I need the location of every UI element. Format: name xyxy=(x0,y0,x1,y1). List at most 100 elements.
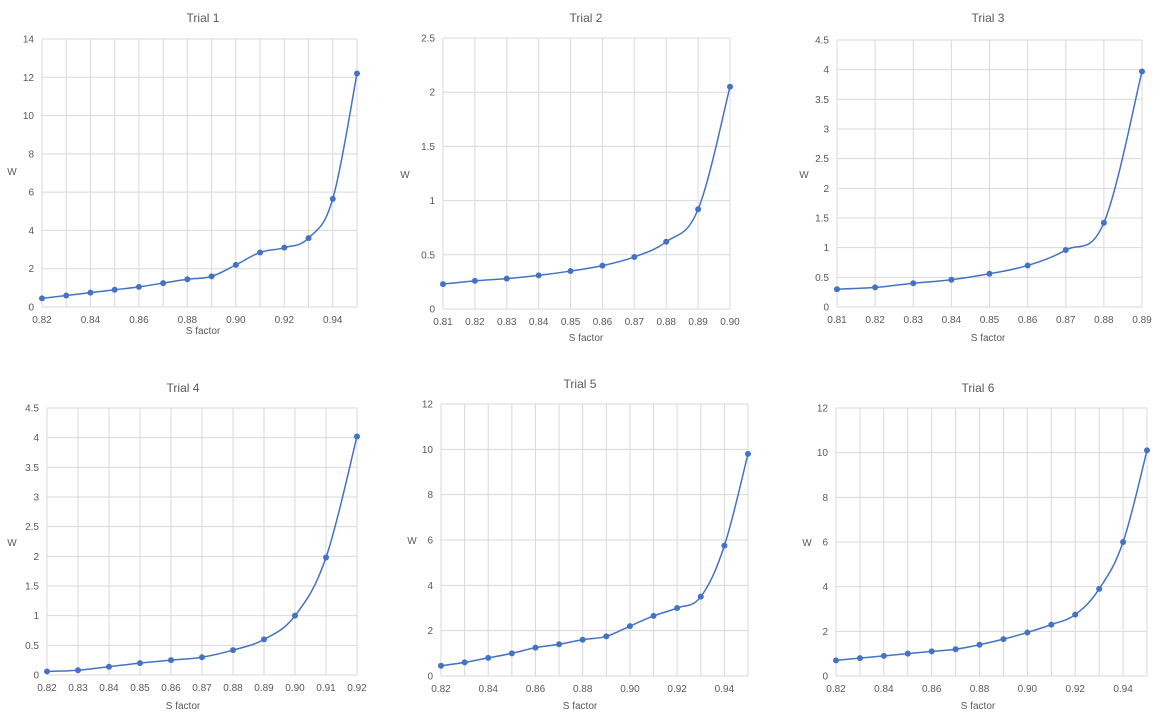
chart-svg: Trial 1 W S factor 0 2 4 6 8 10 12 14 0.82 0.84 0.… xyxy=(7,11,360,337)
y-tick-label: 2 xyxy=(33,552,39,563)
y-tick-label: 8 xyxy=(28,149,34,160)
data-point xyxy=(471,277,478,284)
y-tick-label: 14 xyxy=(23,35,35,46)
x-tick-label: 0.81 xyxy=(827,315,847,326)
series-line xyxy=(41,73,358,300)
data-point xyxy=(1139,68,1145,75)
data-point xyxy=(292,612,298,619)
x-tick-label: 0.85 xyxy=(561,317,581,328)
x-tick-label: 0.84 xyxy=(478,684,498,695)
data-point xyxy=(1024,262,1031,269)
data-point xyxy=(928,648,935,655)
y-tick-label: 6 xyxy=(427,536,433,547)
x-tick-label: 0.92 xyxy=(667,684,687,695)
x-axis-label: S factor xyxy=(971,333,1006,344)
data-point xyxy=(503,275,510,282)
data-point xyxy=(952,646,959,653)
x-tick-label: 0.86 xyxy=(161,683,181,694)
x-tick-label: 0.90 xyxy=(720,317,740,328)
data-point xyxy=(160,280,167,287)
chart-title: Trial 6 xyxy=(962,381,995,395)
x-tick-label: 0.81 xyxy=(433,317,453,328)
x-tick-label: 0.83 xyxy=(497,317,517,328)
data-point xyxy=(904,650,911,657)
y-tick-label: 2.5 xyxy=(815,154,829,165)
chart-trial-4: Trial 4 W S factor 0 0.5 1 1.5 2 2.5 3 3.5 4 4.5 0… xyxy=(0,370,370,716)
y-tick-label: 6 xyxy=(28,188,34,199)
x-tick-label: 0.82 xyxy=(431,684,451,695)
data-point xyxy=(232,261,239,268)
x-tick-label: 0.92 xyxy=(1065,684,1085,695)
data-point xyxy=(1024,629,1031,636)
y-tick-label: 4 xyxy=(822,582,828,593)
y-tick-label: 10 xyxy=(23,111,35,122)
plot-area: 0 2 4 6 8 10 12 0.82 0.84 0.86 0.88 0.90 0.92 0.94 xyxy=(817,404,1150,695)
data-point xyxy=(834,286,840,293)
x-tick-label: 0.85 xyxy=(130,683,150,694)
x-tick-label: 0.89 xyxy=(1132,315,1152,326)
y-tick-label: 0 xyxy=(429,305,435,316)
y-tick-label: 2 xyxy=(429,88,435,99)
data-point xyxy=(438,662,444,669)
data-point xyxy=(168,657,174,664)
x-axis-label: S factor xyxy=(563,701,598,711)
data-point xyxy=(1062,247,1069,254)
data-point xyxy=(257,249,264,256)
x-tick-label: 0.84 xyxy=(99,683,119,694)
y-tick-label: 10 xyxy=(817,448,829,459)
data-point xyxy=(727,83,733,90)
data-point xyxy=(329,195,336,202)
data-point xyxy=(230,647,236,654)
y-axis-label: W xyxy=(400,170,410,181)
chart-svg: Trial 5 W S factor 0 2 4 6 8 10 12 0.82 0.84 0.86… xyxy=(407,377,751,712)
x-tick-label: 0.88 xyxy=(573,684,593,695)
y-tick-label: 4 xyxy=(823,65,829,76)
series-line xyxy=(442,86,731,285)
data-point xyxy=(106,663,112,670)
y-tick-label: 4 xyxy=(28,226,34,237)
chart-title: Trial 2 xyxy=(570,11,603,25)
data-point xyxy=(695,206,702,213)
x-tick-label: 0.84 xyxy=(81,315,101,326)
y-tick-label: 10 xyxy=(422,445,434,456)
x-tick-label: 0.88 xyxy=(656,317,676,328)
y-tick-label: 8 xyxy=(822,493,828,504)
data-point xyxy=(137,660,143,667)
chart-svg: Trial 6 W S factor 0 2 4 6 8 10 12 0.82 0.84 0.86… xyxy=(802,381,1150,712)
x-tick-label: 0.84 xyxy=(942,315,962,326)
x-tick-label: 0.86 xyxy=(593,317,613,328)
data-point xyxy=(567,268,574,275)
data-point xyxy=(1000,636,1007,643)
data-point xyxy=(39,295,45,302)
data-point xyxy=(880,652,887,659)
x-tick-label: 0.86 xyxy=(129,315,149,326)
data-point xyxy=(535,272,542,279)
chart-svg: Trial 3 W S factor 00.511.522.533.544.50… xyxy=(799,11,1152,344)
chart-trial-3: Trial 3 W S factor 0 0.5 1 1.5 2 2.5 3 3.5 4 4.5 0… xyxy=(790,0,1160,350)
x-tick-label: 0.90 xyxy=(620,684,640,695)
data-point xyxy=(354,70,360,77)
data-point xyxy=(872,284,879,291)
x-tick-label: 0.90 xyxy=(226,315,246,326)
x-tick-label: 0.88 xyxy=(970,684,990,695)
y-tick-label: 3.5 xyxy=(815,95,829,106)
x-tick-label: 0.88 xyxy=(178,315,198,326)
y-tick-label: 4 xyxy=(33,433,39,444)
x-tick-label: 0.84 xyxy=(874,684,894,695)
y-tick-label: 6 xyxy=(822,538,828,549)
y-tick-label: 1.5 xyxy=(421,142,435,153)
x-tick-label: 0.82 xyxy=(865,315,885,326)
data-point xyxy=(556,641,563,648)
data-point xyxy=(976,641,983,648)
y-tick-label: 8 xyxy=(427,490,433,501)
data-point xyxy=(833,657,839,664)
y-tick-label: 1.5 xyxy=(25,582,39,593)
y-axis-label: W xyxy=(7,167,17,178)
x-tick-label: 0.94 xyxy=(1113,684,1133,695)
y-tick-label: 3 xyxy=(823,125,829,136)
chart-trial-6: Trial 6 W S factor 0 2 4 6 8 10 12 0.82 0.84 0.86… xyxy=(790,370,1162,716)
data-point xyxy=(599,262,606,269)
y-axis-label: W xyxy=(799,170,809,181)
data-point xyxy=(856,655,863,662)
chart-title: Trial 1 xyxy=(187,11,220,25)
